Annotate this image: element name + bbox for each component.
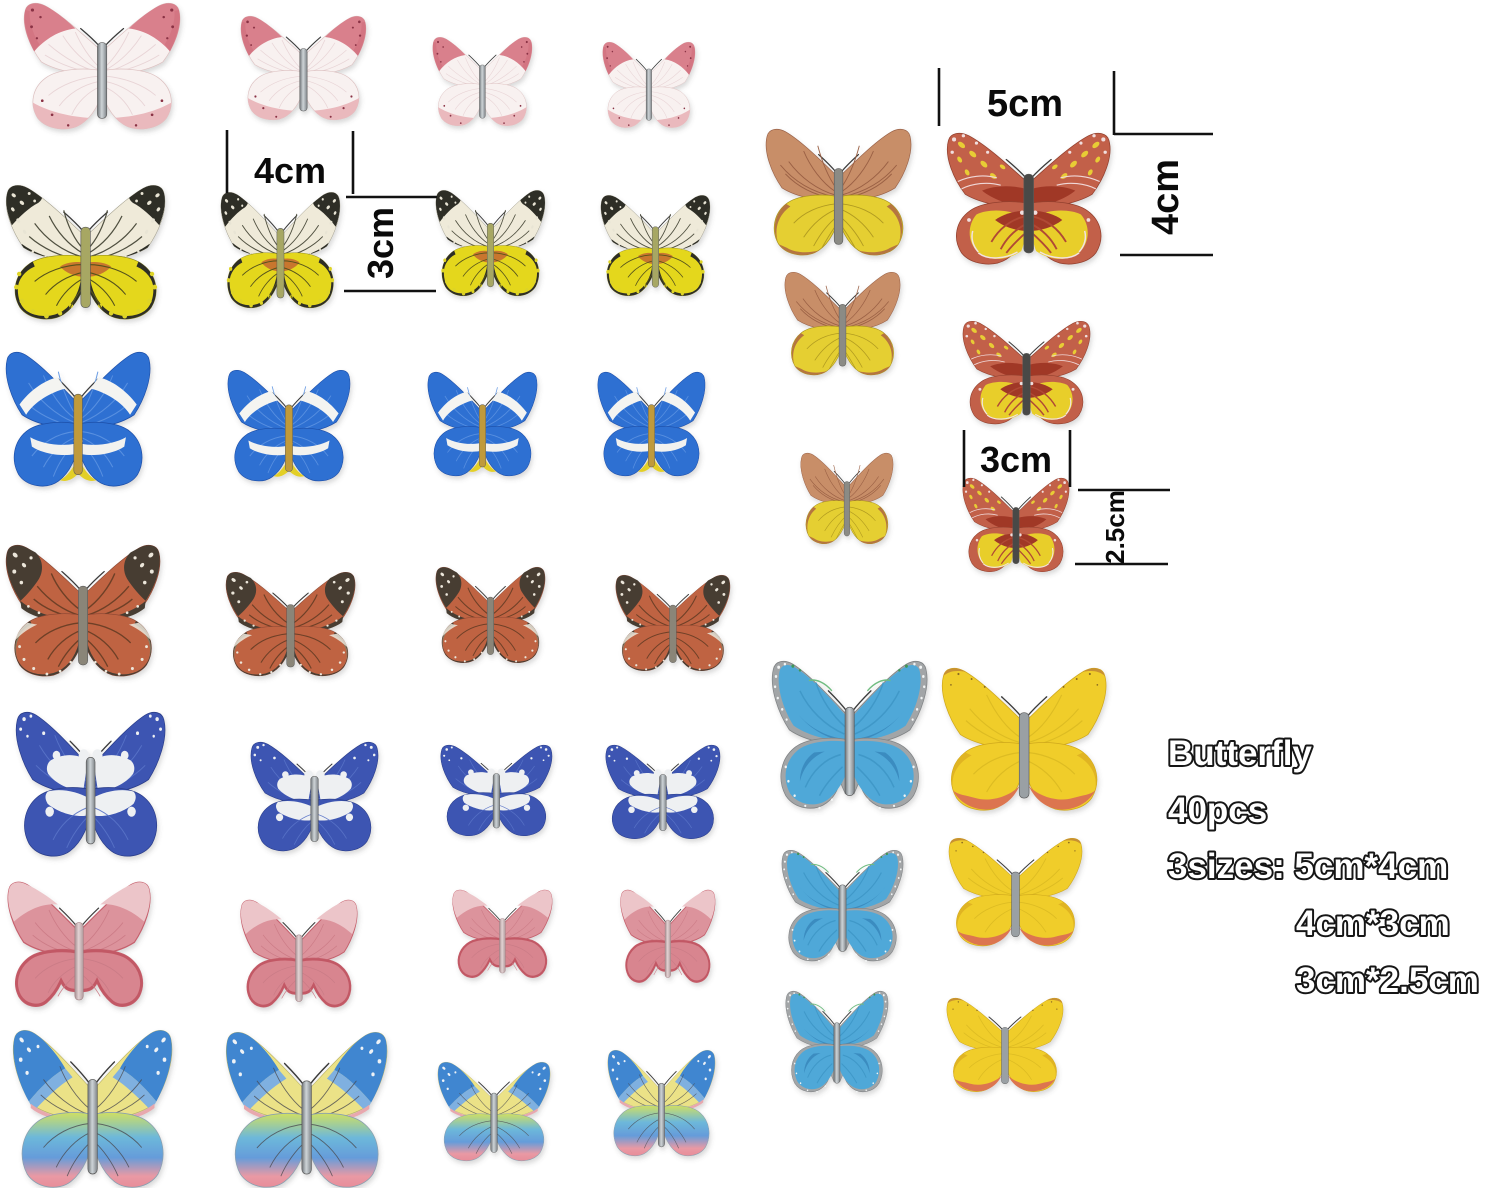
svg-text:3cm: 3cm: [360, 207, 401, 279]
svg-text:Butterfly: Butterfly: [1168, 734, 1312, 773]
svg-text:5cm: 5cm: [987, 83, 1063, 125]
svg-text:4cm: 4cm: [254, 150, 326, 191]
svg-text:3cm: 3cm: [980, 439, 1052, 480]
svg-text:4cm*3cm: 4cm*3cm: [1296, 904, 1450, 943]
svg-text:3cm*2.5cm: 3cm*2.5cm: [1296, 961, 1479, 1000]
svg-text:2.5cm: 2.5cm: [1100, 490, 1130, 564]
svg-text:40pcs: 40pcs: [1168, 791, 1267, 830]
svg-text:3sizes: 5cm*4cm: 3sizes: 5cm*4cm: [1168, 847, 1448, 886]
svg-text:4cm: 4cm: [1145, 159, 1187, 235]
